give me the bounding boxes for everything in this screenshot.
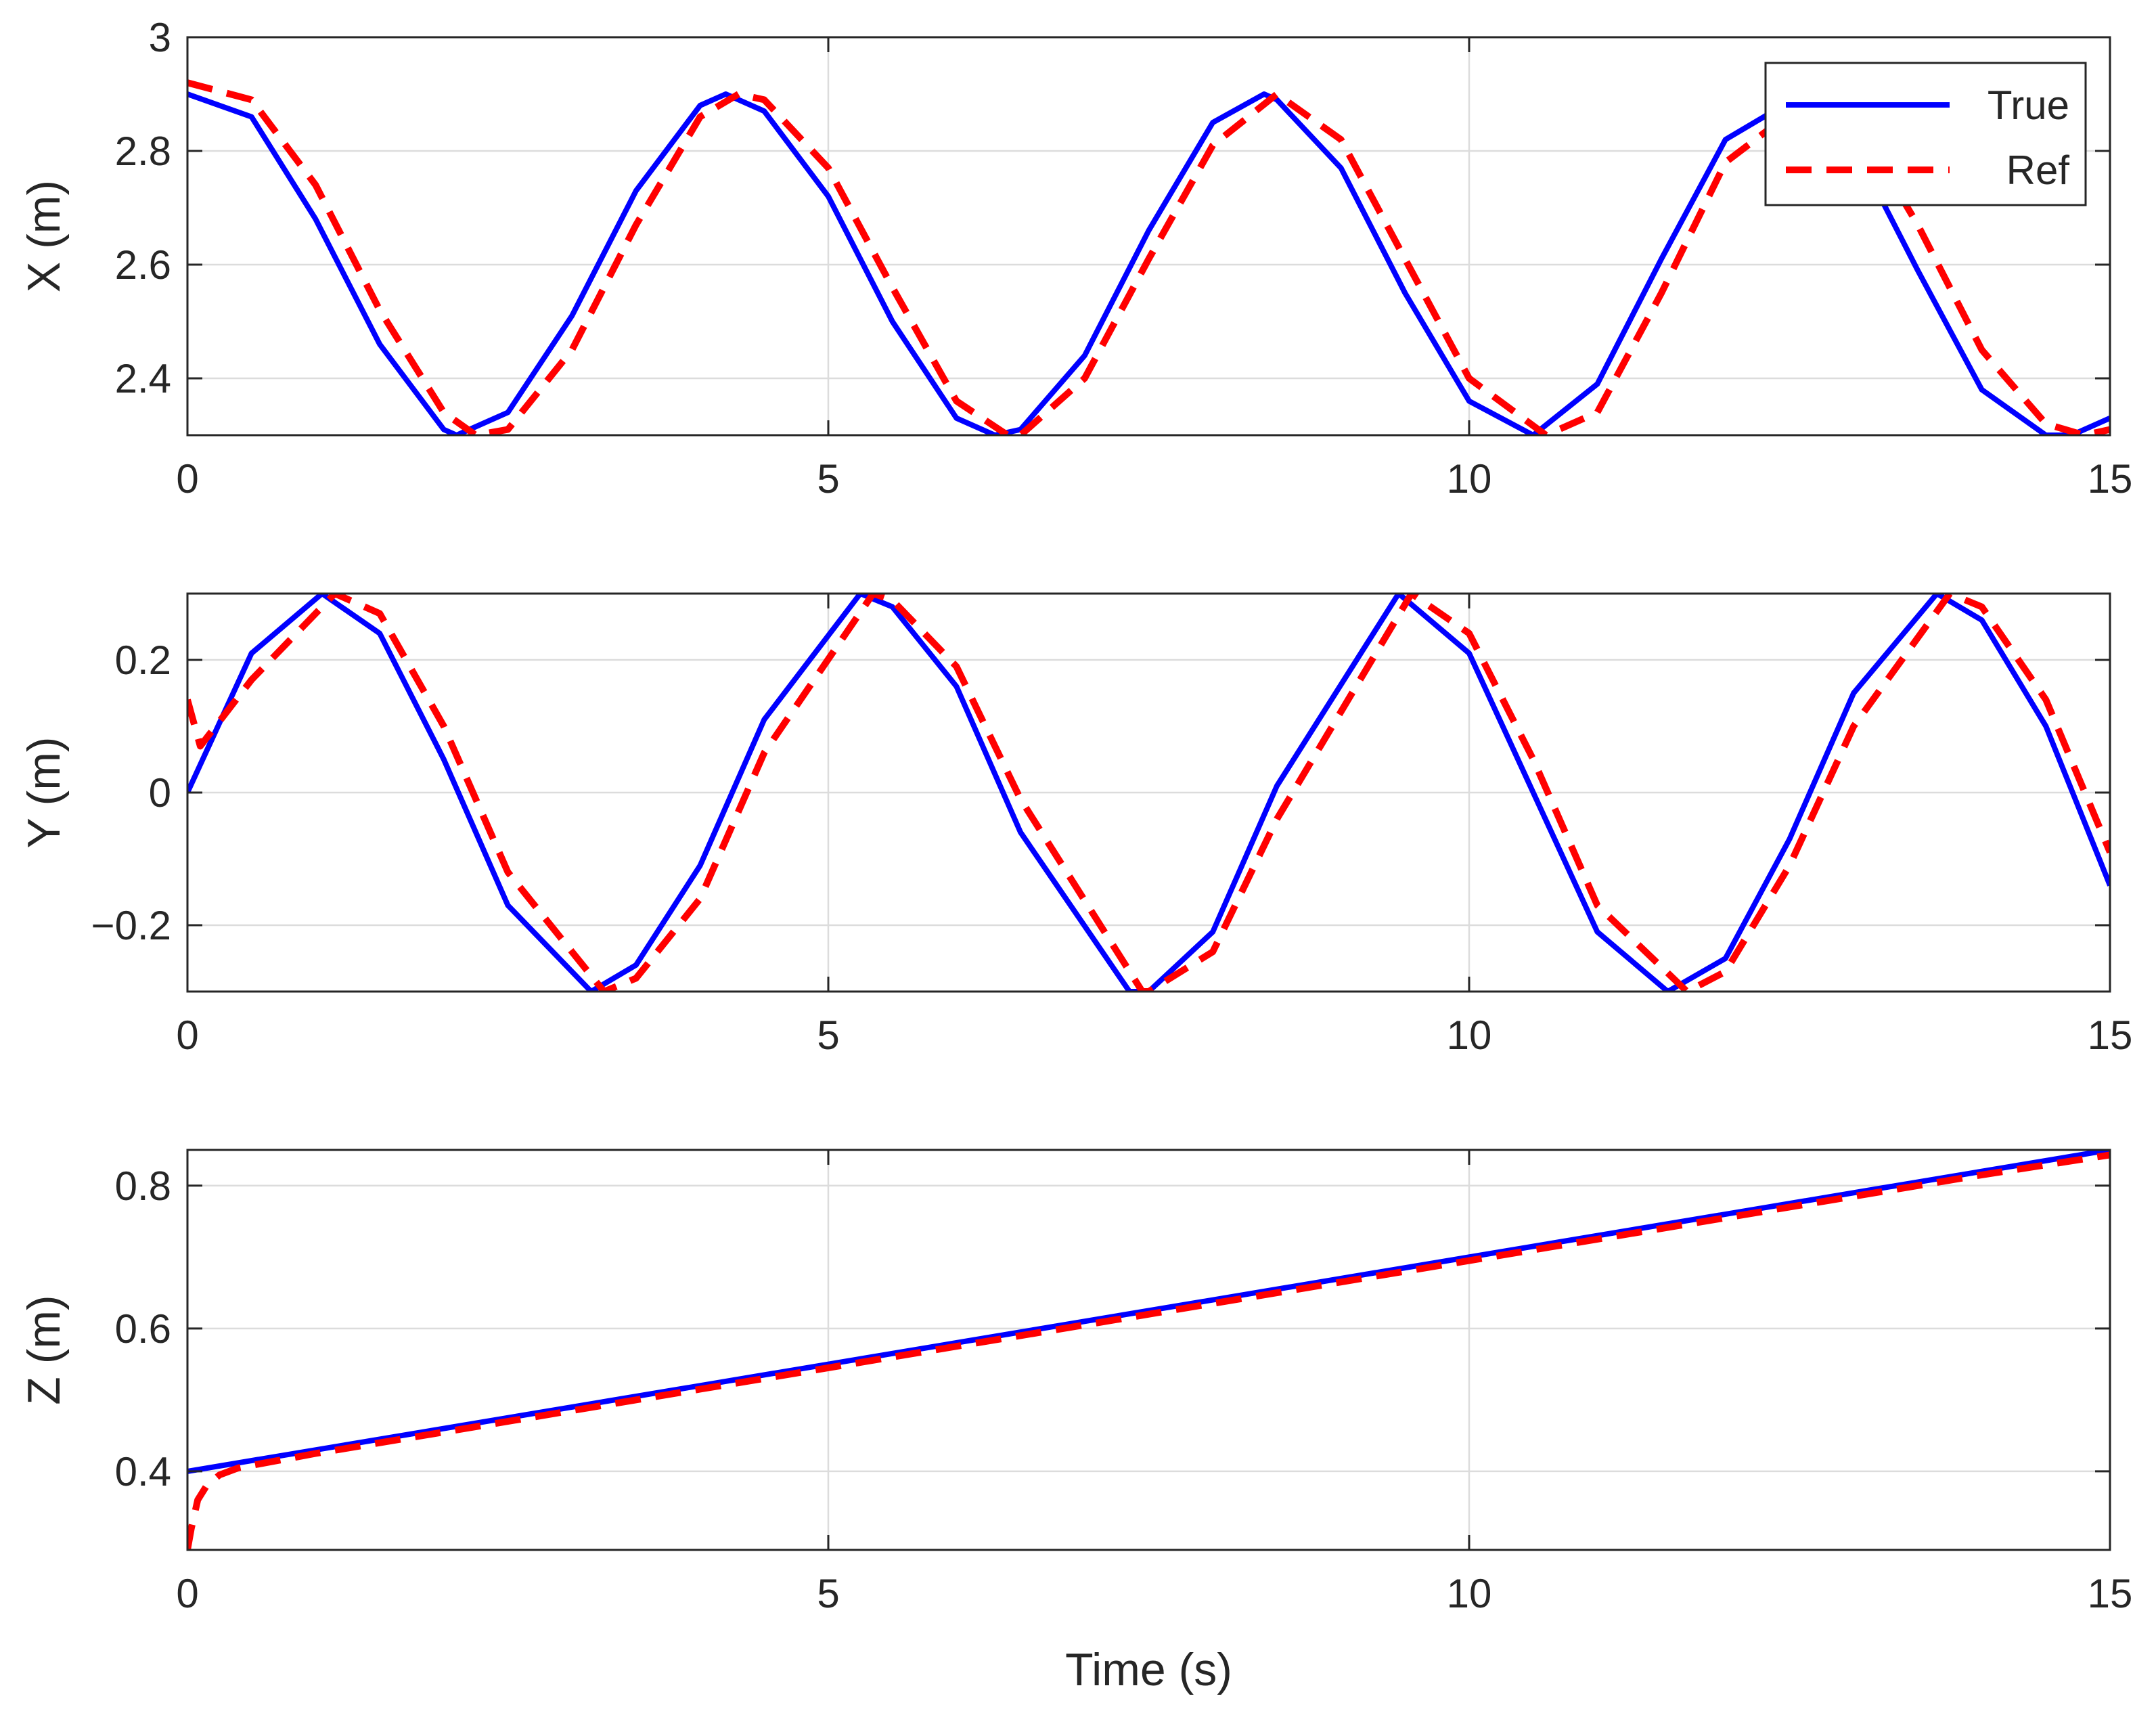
x-tick-label: 5 xyxy=(817,456,839,502)
x-tick-label: 0 xyxy=(176,1571,198,1616)
x-axis-label: Time (s) xyxy=(1065,1644,1232,1695)
y-tick-label: 2.8 xyxy=(115,129,171,174)
y-tick-label: 0.6 xyxy=(115,1306,171,1352)
x-tick-label: 15 xyxy=(2088,1571,2133,1616)
y-tick-label: 3 xyxy=(149,15,171,60)
series-line-true xyxy=(187,594,2110,992)
subplot-3: 0 5 10 15 0.4 0.6 0.8 Z (m) Time (s) xyxy=(18,1149,2133,1695)
series-line-true xyxy=(187,1150,2110,1474)
x-tick-label: 15 xyxy=(2088,1013,2133,1058)
legend-label-true: True xyxy=(1987,83,2069,128)
y-tick-label: 0.2 xyxy=(115,638,171,683)
y-tick-label: 2.4 xyxy=(115,356,171,401)
subplot-1: 0 5 10 15 2.4 2.6 2.8 3 X (m) True Ref xyxy=(18,15,2132,502)
y-tick-label: −0.2 xyxy=(91,903,171,948)
legend-label-ref: Ref xyxy=(2006,148,2070,193)
y-tick-label: 2.6 xyxy=(115,242,171,288)
x-tick-label: 0 xyxy=(176,456,198,502)
legend: True Ref xyxy=(1764,62,2087,206)
x-tick-label: 10 xyxy=(1447,456,1492,502)
y-tick-label: 0.8 xyxy=(115,1163,171,1209)
x-tick-label: 10 xyxy=(1447,1013,1492,1058)
x-tick-label: 0 xyxy=(176,1013,198,1058)
axes-box xyxy=(186,1149,2111,1551)
y-tick-label: 0 xyxy=(149,770,171,816)
y-axis-label: Y (m) xyxy=(18,737,70,849)
x-tick-label: 10 xyxy=(1447,1571,1492,1616)
series-line-ref xyxy=(187,594,2110,992)
y-axis-label: X (m) xyxy=(18,180,70,292)
x-tick-label: 5 xyxy=(817,1571,839,1616)
x-tick-label: 5 xyxy=(817,1013,839,1058)
subplot-2: 0 5 10 15 −0.2 0 0.2 Y (m) xyxy=(18,592,2133,1058)
y-axis-label: Z (m) xyxy=(18,1295,70,1404)
x-tick-label: 15 xyxy=(2088,456,2133,502)
series-line-ref xyxy=(187,1151,2110,1550)
legend-box xyxy=(1764,62,2087,206)
axes-box xyxy=(186,36,2111,437)
y-tick-label: 0.4 xyxy=(115,1449,171,1494)
